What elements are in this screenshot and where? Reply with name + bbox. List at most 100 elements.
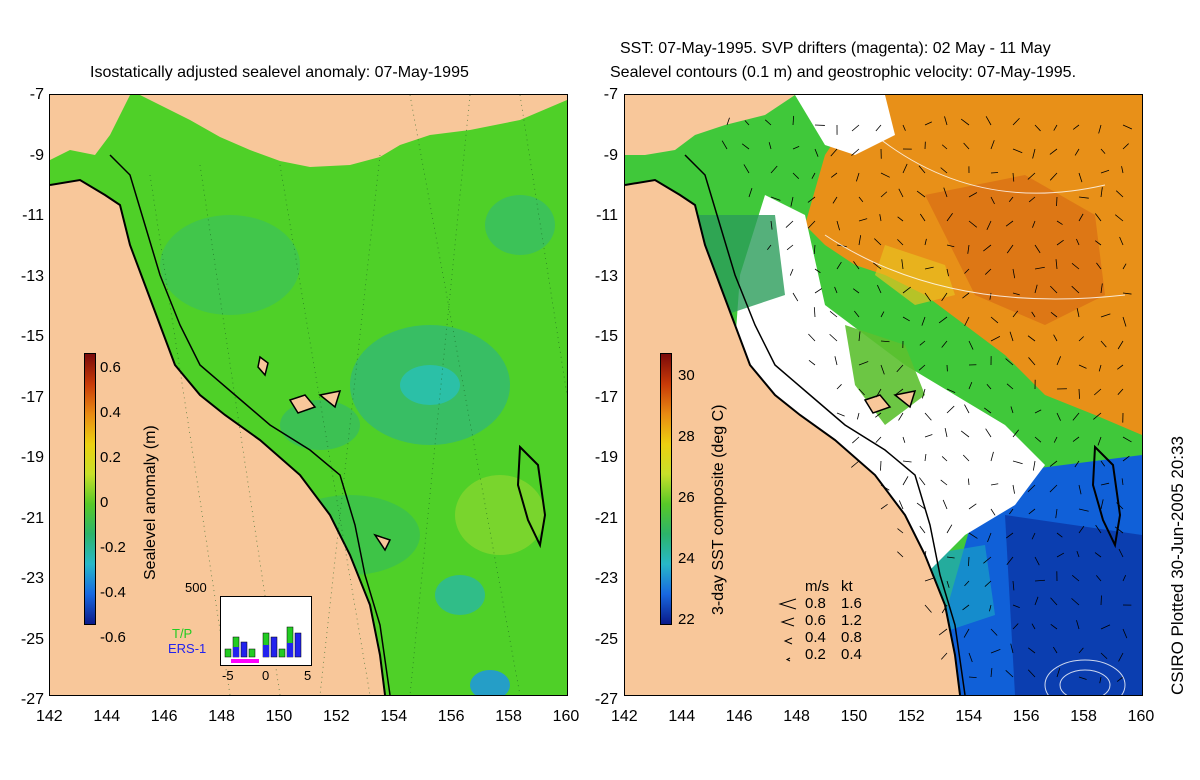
velocity-arrow [944, 116, 948, 126]
velocity-arrow [1034, 596, 1039, 606]
velocity-arrow [897, 551, 904, 558]
velocity-arrow [919, 525, 926, 534]
velocity-arrow [1076, 620, 1080, 630]
velocity-arrow [1100, 187, 1103, 198]
velocity-arrow [829, 333, 838, 342]
velocity-arrow [1122, 263, 1127, 270]
velocity-arrow [963, 628, 970, 638]
velocity-arrow [924, 238, 927, 246]
velocity-arrow [875, 124, 882, 132]
lon-tick: 156 [1012, 708, 1040, 725]
cb-tick: 28 [678, 428, 695, 445]
velocity-arrow [1121, 166, 1124, 174]
cb-tick: 22 [678, 611, 695, 628]
velocity-arrow [726, 117, 730, 126]
velocity-arrow [1122, 143, 1129, 150]
lon-tick: 148 [783, 708, 810, 725]
velocity-arrow [1009, 508, 1014, 515]
velocity-arrow [836, 220, 840, 231]
lat-tick: -15 [594, 328, 618, 345]
velocity-arrow [1005, 220, 1014, 227]
velocity-arrow [968, 676, 977, 678]
velocity-arrow [898, 500, 904, 510]
lat-tick: -27 [20, 691, 44, 708]
velocity-arrow [852, 288, 860, 294]
sst-colorbar-label: 3-day SST composite (deg C) [710, 404, 727, 615]
velocity-arrow [962, 292, 970, 299]
velocity-arrow [1072, 412, 1080, 421]
velocity-arrow [1012, 580, 1015, 591]
velocity-arrow [1097, 436, 1102, 446]
velocity-arrow [1049, 460, 1058, 467]
lon-tick: 150 [840, 708, 868, 725]
legend-header-kt: kt [841, 578, 853, 595]
velocity-arrow [1056, 552, 1065, 558]
velocity-arrow [1034, 556, 1040, 566]
velocity-arrow [1095, 524, 1102, 534]
velocity-arrow [880, 503, 888, 510]
velocity-arrow [938, 628, 948, 636]
inset-xtick: 5 [304, 668, 312, 683]
cb-tick: 0.2 [100, 449, 121, 466]
velocity-arrow [1056, 356, 1062, 366]
velocity-arrow [1115, 214, 1124, 222]
velocity-arrow [1122, 575, 1127, 582]
velocity-arrow [1034, 436, 1042, 443]
velocity-arrow [938, 316, 948, 324]
velocity-arrow [1078, 172, 1083, 183]
velocity-arrow [1122, 455, 1130, 462]
velocity-arrow [902, 286, 911, 294]
velocity-arrow [984, 268, 992, 275]
velocity-arrow [897, 216, 904, 222]
velocity-arrow [1118, 652, 1124, 662]
velocity-arrow [1119, 236, 1124, 246]
velocity-arrow [918, 165, 926, 174]
velocity-arrow [924, 412, 932, 421]
velocity-arrow [960, 118, 970, 126]
velocity-arrow [1008, 196, 1014, 202]
velocity-arrow [1053, 646, 1058, 654]
cb-tick: 24 [678, 550, 695, 567]
lon-tick: 142 [36, 708, 63, 725]
velocity-arrow [898, 412, 904, 421]
velocity-arrow [856, 172, 860, 182]
velocity-arrow [940, 652, 948, 660]
velocity-arrow [1012, 484, 1015, 494]
lon-tick: 160 [1127, 708, 1155, 725]
velocity-arrow [987, 532, 992, 543]
velocity-arrow [1005, 670, 1014, 678]
velocity-arrow [1055, 259, 1058, 270]
velocity-arrow [830, 172, 838, 178]
lat-tick: -13 [594, 267, 618, 285]
velocity-arrow [990, 508, 996, 516]
lat-tick: -7 [29, 86, 44, 103]
cb-tick: -0.2 [100, 539, 126, 556]
velocity-arrow [1012, 172, 1015, 182]
velocity-arrow [1118, 548, 1124, 558]
velocity-arrow [901, 259, 904, 270]
velocity-arrow [1028, 196, 1036, 203]
velocity-arrow [902, 163, 908, 174]
velocity-arrow [1050, 312, 1058, 318]
velocity-arrow [1012, 118, 1020, 126]
velocity-arrow [1078, 196, 1089, 199]
lon-tick: 148 [208, 708, 235, 725]
lat-tick: -19 [594, 449, 618, 466]
velocity-arrow [1071, 598, 1080, 606]
velocity-arrow [924, 453, 927, 462]
velocity-arrow [924, 434, 933, 438]
velocity-arrow [1122, 628, 1128, 639]
velocity-arrow [1094, 552, 1102, 558]
velocity-arrow [1055, 508, 1058, 519]
velocity-arrow [770, 220, 773, 230]
velocity-arrow [1121, 478, 1124, 486]
velocity-arrow [1074, 148, 1080, 156]
velocity-arrow [836, 261, 842, 270]
velocity-arrow [1034, 124, 1041, 132]
velocity-arrow [789, 268, 794, 276]
velocity-arrow [946, 388, 956, 393]
velocity-arrow [985, 428, 992, 438]
sealevel-colorbar-label: Sealevel anomaly (m) [142, 425, 159, 580]
velocity-arrow [1100, 340, 1107, 348]
sst-colorbar-ticks: 30 28 26 24 22 [678, 345, 695, 650]
